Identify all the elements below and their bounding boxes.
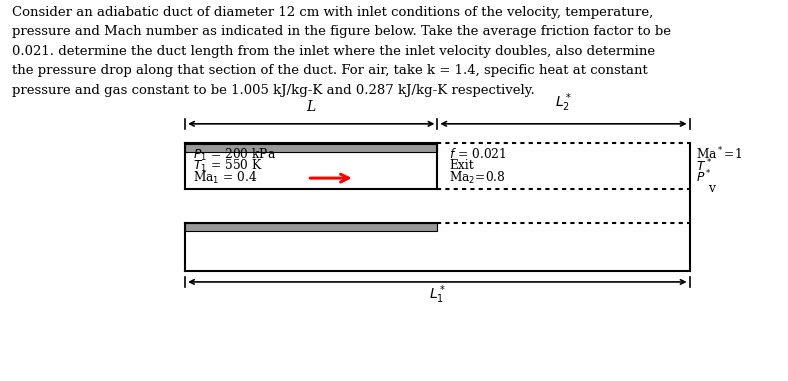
Text: $P_1$ = 200 kPa: $P_1$ = 200 kPa [193, 146, 277, 163]
Text: $L_2^*$: $L_2^*$ [555, 92, 572, 114]
Text: $T^*$: $T^*$ [696, 158, 712, 174]
Text: $P^*$: $P^*$ [696, 169, 712, 186]
Text: v: v [708, 182, 715, 195]
Bar [185, 144, 437, 152]
Text: L: L [307, 100, 316, 114]
Text: $L_1^*$: $L_1^*$ [429, 284, 446, 306]
Text: $T_1$ = 550 K: $T_1$ = 550 K [193, 158, 263, 174]
Text: Ma$_2$=0.8: Ma$_2$=0.8 [449, 170, 506, 186]
Text: Consider an adiabatic duct of diameter 12 cm with inlet conditions of the veloci: Consider an adiabatic duct of diameter 1… [12, 6, 671, 97]
Text: Ma$^*$=1: Ma$^*$=1 [696, 146, 742, 163]
Text: Ma$_1$ = 0.4: Ma$_1$ = 0.4 [193, 170, 258, 186]
Text: Exit: Exit [449, 159, 474, 173]
Bar [185, 223, 437, 231]
Text: $f$ = 0.021: $f$ = 0.021 [449, 147, 507, 162]
